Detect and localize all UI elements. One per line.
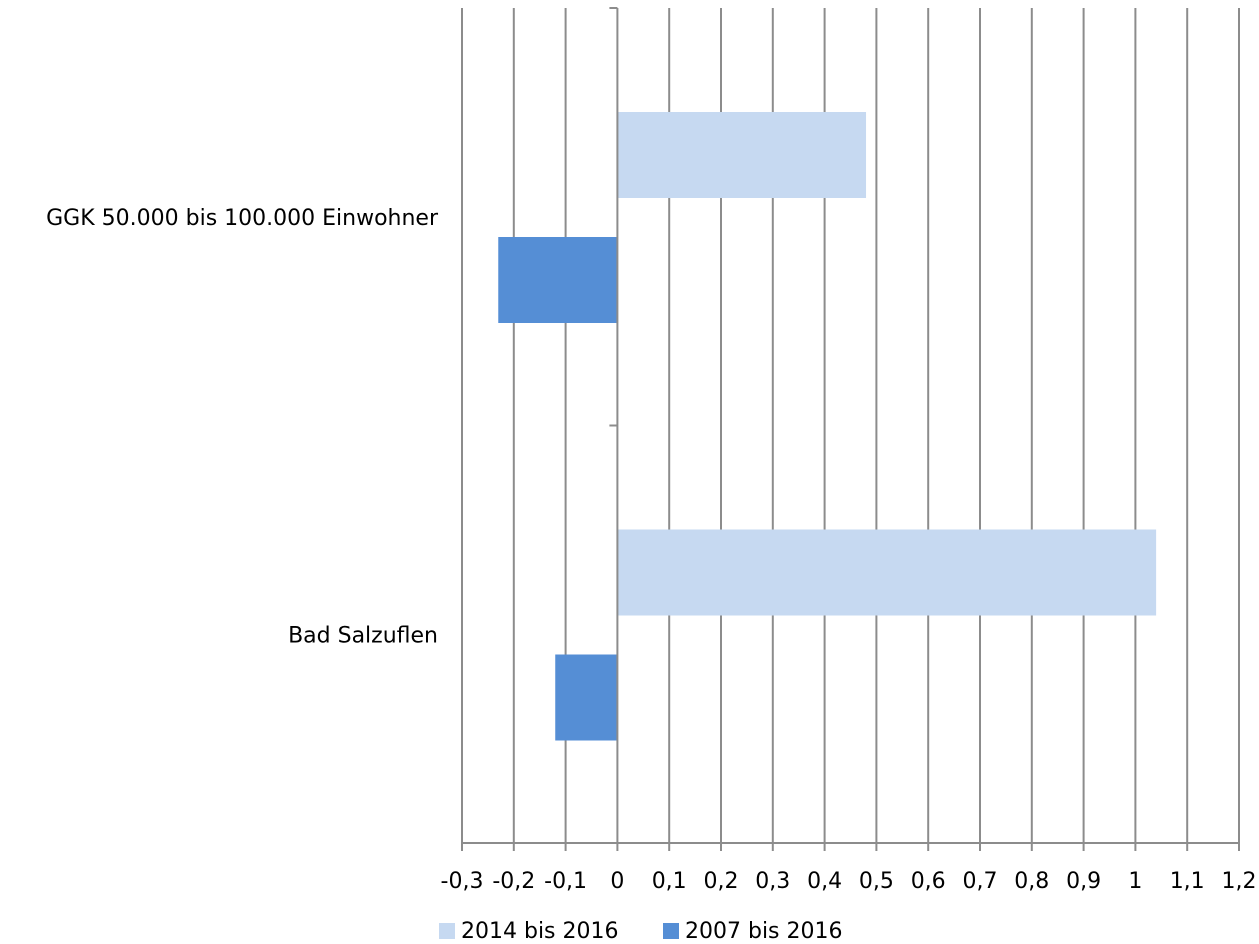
category-label: Bad Salzuflen: [288, 623, 438, 648]
bars: [498, 112, 1157, 741]
x-tick-label: 0,6: [911, 869, 946, 894]
x-tick-label: 1: [1128, 869, 1142, 894]
x-tick-label: 0,3: [755, 869, 790, 894]
bar-series2-0: [498, 237, 618, 323]
x-tick-label: 1,2: [1222, 869, 1257, 894]
category-label: GGK 50.000 bis 100.000 Einwohner: [46, 206, 439, 231]
x-tick-label: 0,8: [1014, 869, 1049, 894]
x-tick-label: 0,7: [963, 869, 998, 894]
x-tick-label: 0: [610, 869, 624, 894]
bar-series1-1: [617, 529, 1157, 616]
category-labels: GGK 50.000 bis 100.000 Einwohner Bad Salz…: [46, 206, 439, 649]
bar-series2-1: [555, 654, 618, 741]
x-tick-label: 0,4: [807, 869, 842, 894]
legend-label: 2007 bis 2016: [685, 919, 843, 944]
x-tick-label: 1,1: [1170, 869, 1205, 894]
x-tick-label: -0,3: [441, 869, 484, 894]
x-tick-label: 0,1: [652, 869, 687, 894]
x-tick-label: -0,1: [544, 869, 587, 894]
legend-swatch: [663, 923, 679, 939]
axes: [461, 7, 1240, 851]
x-tick-label: 0,5: [859, 869, 894, 894]
legend-label: 2014 bis 2016: [461, 919, 619, 944]
x-tick-label: 0,2: [704, 869, 739, 894]
legend-swatch: [439, 923, 455, 939]
x-tick-label: -0,2: [492, 869, 535, 894]
x-tick-labels: -0,3 -0,2 -0,1 0 0,1 0,2 0,3 0,4 0,5 0,6 0,7 0,8 0,9…: [441, 869, 1257, 894]
bar-series1-0: [617, 112, 867, 198]
legend: 2014 bis 2016 2007 bis 2016: [439, 919, 843, 944]
x-tick-label: 0,9: [1066, 869, 1101, 894]
